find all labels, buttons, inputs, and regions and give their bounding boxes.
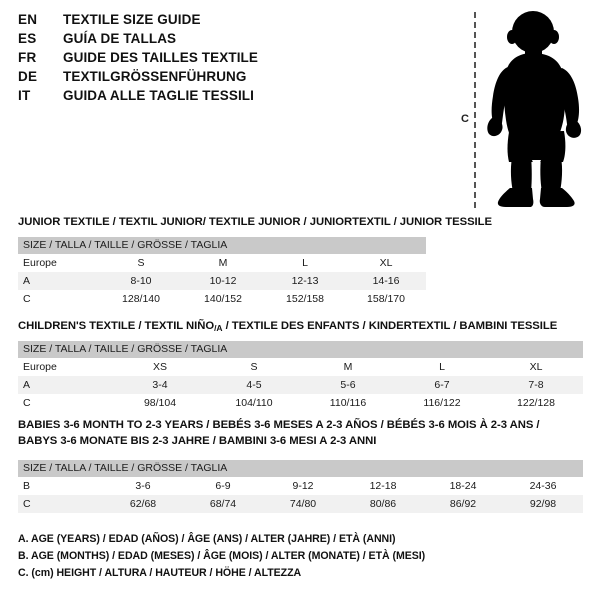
size-band-label: SIZE / TALLA / TAILLE / GRÖSSE / TAGLIA (18, 341, 583, 358)
language-title: GUÍA DE TALLAS (63, 31, 177, 46)
table-cell: 6-9 (183, 477, 263, 495)
junior-size-table: SIZE / TALLA / TAILLE / GRÖSSE / TAGLIA … (18, 237, 427, 308)
language-title: TEXTILE SIZE GUIDE (63, 12, 201, 27)
row-label: Europe (18, 254, 100, 272)
language-row-fr: FR GUIDE DES TAILLES TEXTILE (18, 50, 418, 69)
table-row: C 98/104 104/110 110/116 116/122 122/128 (18, 394, 583, 412)
language-row-de: DE TEXTILGRÖSSENFÜHRUNG (18, 69, 418, 88)
table-cell: M (182, 254, 264, 272)
size-band-label: SIZE / TALLA / TAILLE / GRÖSSE / TAGLIA (18, 237, 427, 254)
language-title-block: EN TEXTILE SIZE GUIDE ES GUÍA DE TALLAS … (18, 12, 418, 107)
table-cell: 3-4 (113, 376, 207, 394)
heading-text-sub: /A (214, 323, 223, 333)
table-cell: 116/122 (395, 394, 489, 412)
language-code: DE (18, 69, 38, 84)
table-cell: 122/128 (489, 394, 583, 412)
height-measure-label: C (459, 112, 471, 126)
table-cell: XL (489, 358, 583, 376)
table-cell: 98/104 (113, 394, 207, 412)
heading-line-1: BABIES 3-6 MONTH TO 2-3 YEARS / BEBÉS 3-… (18, 419, 540, 431)
table-band-row: SIZE / TALLA / TAILLE / GRÖSSE / TAGLIA (18, 460, 584, 477)
table-cell: XS (113, 358, 207, 376)
table-cell: L (264, 254, 346, 272)
row-label: A (18, 272, 100, 290)
table-cell: 110/116 (301, 394, 395, 412)
table-band-row: SIZE / TALLA / TAILLE / GRÖSSE / TAGLIA (18, 237, 427, 254)
height-diagram: C (445, 8, 590, 208)
row-label: C (18, 394, 113, 412)
table-cell: 3-6 (103, 477, 183, 495)
table-cell: 92/98 (503, 495, 584, 513)
legend-block: A. AGE (YEARS) / EDAD (AÑOS) / ÂGE (ANS)… (18, 531, 518, 582)
size-band-label: SIZE / TALLA / TAILLE / GRÖSSE / TAGLIA (18, 460, 584, 477)
table-cell: S (207, 358, 301, 376)
table-cell: 74/80 (263, 495, 343, 513)
legend-item-c: C. (cm) HEIGHT / ALTURA / HAUTEUR / HÖHE… (18, 567, 302, 579)
row-label: A (18, 376, 113, 394)
table-cell: 24-36 (503, 477, 584, 495)
language-row-it: IT GUIDA ALLE TAGLIE TESSILI (18, 88, 418, 107)
table-cell: XL (346, 254, 427, 272)
table-row: A 3-4 4-5 5-6 6-7 7-8 (18, 376, 583, 394)
table-row: Europe XS S M L XL (18, 358, 583, 376)
row-label: B (18, 477, 103, 495)
language-code: EN (18, 12, 38, 27)
table-cell: 7-8 (489, 376, 583, 394)
babies-size-table: SIZE / TALLA / TAILLE / GRÖSSE / TAGLIA … (18, 460, 584, 513)
section-heading-junior: JUNIOR TEXTILE / TEXTIL JUNIOR/ TEXTILE … (18, 216, 492, 228)
table-cell: 9-12 (263, 477, 343, 495)
toddler-silhouette-icon (487, 11, 582, 207)
table-row: C 62/68 68/74 74/80 80/86 86/92 92/98 (18, 495, 584, 513)
table-cell: S (100, 254, 182, 272)
table-cell: 12-18 (343, 477, 423, 495)
table-row: C 128/140 140/152 152/158 158/170 (18, 290, 427, 308)
table-cell: 6-7 (395, 376, 489, 394)
heading-text-pre: CHILDREN'S TEXTILE / TEXTIL NIÑO (18, 320, 215, 332)
table-cell: 10-12 (182, 272, 264, 290)
language-code: ES (18, 31, 37, 46)
legend-item-b: B. AGE (MONTHS) / EDAD (MESES) / ÂGE (MO… (18, 550, 426, 562)
table-cell: 12-13 (264, 272, 346, 290)
table-cell: 14-16 (346, 272, 427, 290)
table-cell: 86/92 (423, 495, 503, 513)
language-title: TEXTILGRÖSSENFÜHRUNG (63, 69, 247, 84)
table-band-row: SIZE / TALLA / TAILLE / GRÖSSE / TAGLIA (18, 341, 583, 358)
table-cell: 5-6 (301, 376, 395, 394)
height-dashed-line-icon (474, 12, 476, 208)
table-cell: 68/74 (183, 495, 263, 513)
children-size-table: SIZE / TALLA / TAILLE / GRÖSSE / TAGLIA … (18, 341, 583, 412)
section-heading-babies: BABIES 3-6 MONTH TO 2-3 YEARS / BEBÉS 3-… (18, 419, 540, 447)
table-cell: 4-5 (207, 376, 301, 394)
section-heading-children: CHILDREN'S TEXTILE / TEXTIL NIÑO/A / TEX… (18, 320, 557, 333)
table-row: Europe S M L XL (18, 254, 427, 272)
table-row: A 8-10 10-12 12-13 14-16 (18, 272, 427, 290)
table-cell: 62/68 (103, 495, 183, 513)
table-cell: 128/140 (100, 290, 182, 308)
heading-text-post: / TEXTILE DES ENFANTS / KINDERTEXTIL / B… (222, 320, 558, 332)
language-title: GUIDE DES TAILLES TEXTILE (63, 50, 259, 65)
language-row-es: ES GUÍA DE TALLAS (18, 31, 418, 50)
table-cell: L (395, 358, 489, 376)
table-row: B 3-6 6-9 9-12 12-18 18-24 24-36 (18, 477, 584, 495)
table-cell: 18-24 (423, 477, 503, 495)
heading-line-2: BABYS 3-6 MONATE BIS 2-3 JAHRE / BAMBINI… (18, 435, 377, 447)
row-label: Europe (18, 358, 113, 376)
table-cell: 152/158 (264, 290, 346, 308)
table-cell: 158/170 (346, 290, 427, 308)
language-code: FR (18, 50, 37, 65)
table-cell: 104/110 (207, 394, 301, 412)
table-cell: M (301, 358, 395, 376)
table-cell: 140/152 (182, 290, 264, 308)
row-label: C (18, 290, 100, 308)
row-label: C (18, 495, 103, 513)
legend-item-a: A. AGE (YEARS) / EDAD (AÑOS) / ÂGE (ANS)… (18, 533, 396, 545)
language-row-en: EN TEXTILE SIZE GUIDE (18, 12, 418, 31)
table-cell: 80/86 (343, 495, 423, 513)
language-code: IT (18, 88, 31, 103)
table-cell: 8-10 (100, 272, 182, 290)
language-title: GUIDA ALLE TAGLIE TESSILI (63, 88, 254, 103)
